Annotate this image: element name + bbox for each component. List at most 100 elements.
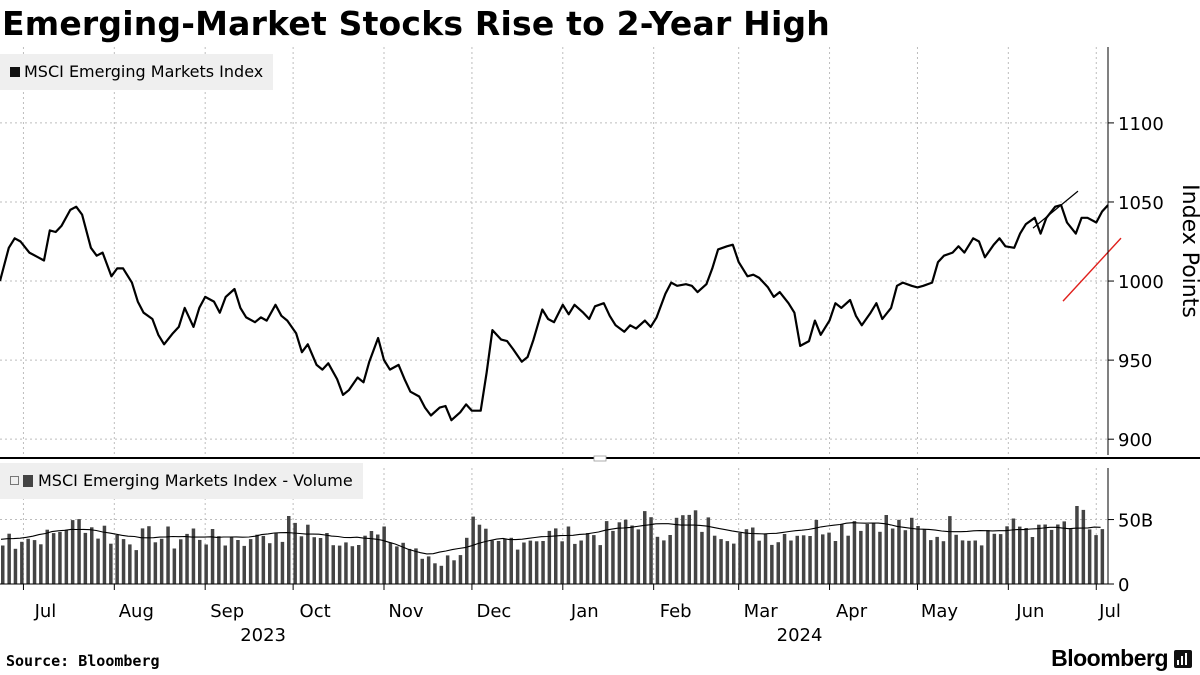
volume-bar [439,565,444,584]
volume-bar [1049,529,1054,584]
volume-bar [954,534,958,584]
volume-bar [128,544,132,584]
x-tick-label-month: Aug [119,601,154,622]
volume-bar [878,531,882,584]
volume-bar [903,530,908,584]
volume-bar [541,541,545,584]
x-tick-label-month: Mar [744,601,779,622]
volume-bar [159,538,164,584]
volume-bar [643,511,647,584]
x-tick-label-month: May [921,601,959,622]
volume-bar [808,536,812,584]
volume-bar [77,519,81,584]
volume-bar [58,532,62,584]
volume-bar [916,526,920,584]
legend-label-price: MSCI Emerging Markets Index [24,62,264,81]
volume-bar [859,530,863,584]
volume-bar [897,519,901,584]
volume-bar [445,555,450,584]
bloomberg-bars-icon [1174,650,1192,668]
y-tick-label-volume: 50B [1118,511,1153,532]
volume-bar [687,514,691,584]
panel-resize-handle [593,455,607,462]
volume-bar [268,543,272,584]
y-axis-title: Index Points [1177,184,1200,318]
volume-bar [496,541,501,584]
volume-bar [261,535,266,584]
volume-bar [465,537,469,584]
volume-bar [255,534,259,584]
y-tick-label-price: 1050 [1118,193,1164,214]
volume-bar [490,540,494,584]
legend-expand-icon[interactable] [10,476,19,485]
volume-bar [573,543,577,584]
volume-bar [992,533,997,584]
source-note: Source: Bloomberg [6,652,160,670]
volume-bar [604,521,609,584]
volume-bar [115,535,119,584]
volume-bar [1037,524,1041,584]
volume-bar [280,541,285,584]
volume-bar [598,545,602,584]
volume-bar [248,539,253,584]
volume-bar [979,545,984,584]
volume-bar [318,538,323,584]
volume-bar [452,560,456,584]
volume-bar [1043,524,1047,584]
volume-bar [636,529,641,584]
volume-bar [1081,509,1086,584]
volume-bar [179,539,183,584]
volume-bar [782,534,787,584]
volume-bar [700,531,704,584]
volume-bar [185,533,189,584]
x-tick-label-month: Jun [1015,601,1044,622]
x-tick-label-month: Nov [388,601,423,622]
volume-bar [941,541,946,584]
volume-bar [325,533,329,584]
volume-bar [414,548,418,584]
volume-bar [751,527,755,584]
volume-bar [738,532,742,584]
volume-bar [973,540,977,584]
volume-bar [1005,526,1009,584]
volume-bar [7,533,11,584]
volume-bar [929,540,933,584]
volume-bar [821,534,825,584]
volume-average-line [0,522,1101,555]
volume-bar [51,533,56,584]
volume-bar [1068,528,1073,584]
volume-bar [509,537,513,584]
volume-bar [426,556,431,584]
volume-bar [623,519,628,584]
volume-bar [1011,518,1016,584]
volume-bar [611,530,615,584]
volume-bar [814,519,819,584]
volume-bar [64,530,69,584]
volume-bar [986,530,990,584]
volume-bar [579,540,583,584]
volume-bar [210,529,215,584]
volume-bar [522,542,526,584]
volume-bar [585,533,590,584]
volume-bar [776,542,780,584]
trendline-upper [1032,190,1079,229]
volume-bar [1100,529,1105,584]
chart-title: Emerging-Market Stocks Rise to 2-Year Hi… [2,4,830,43]
x-tick-label-month: Feb [660,601,692,622]
volume-bar [401,542,405,584]
volume-bar [26,538,30,584]
volume-bar [1062,521,1066,584]
volume-bar [744,529,749,584]
volume-bar [534,541,539,584]
volume-bar [147,526,151,584]
volume-bar [865,524,869,584]
volume-bar [846,535,850,584]
volume-bar [617,522,622,584]
x-tick-label-year: 2023 [240,625,286,646]
volume-bar [706,517,711,584]
volume-bar [503,538,507,584]
volume-bar [732,543,736,584]
volume-bar [357,545,361,584]
volume-bar [337,545,342,584]
